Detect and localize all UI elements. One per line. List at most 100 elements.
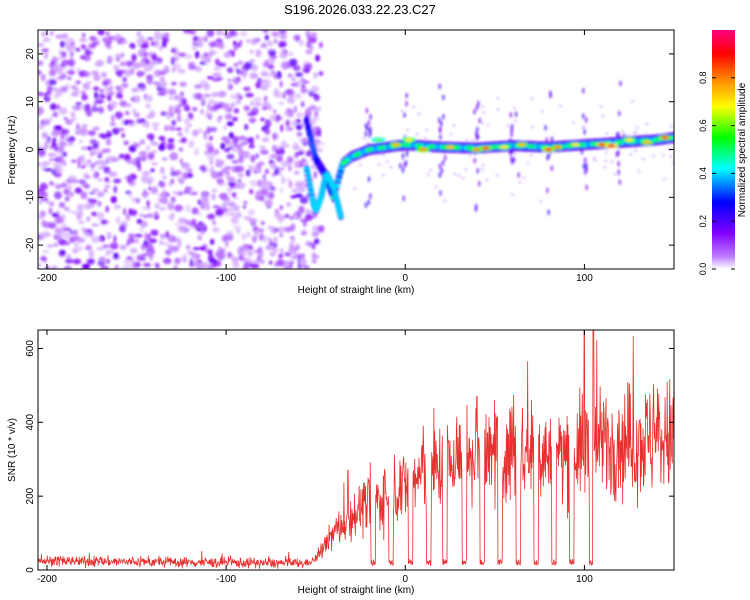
noise-blob: [259, 180, 268, 189]
noise-blob: [184, 220, 194, 226]
noise-blob: [261, 42, 267, 47]
noise-blob: [94, 99, 103, 104]
scatter-blob: [465, 139, 469, 142]
noise-blob: [124, 110, 130, 116]
noise-blob: [164, 249, 172, 256]
scatter-blob: [382, 173, 385, 177]
streak-blob: [438, 172, 442, 178]
noise-blob: [74, 242, 79, 247]
noise-blob: [56, 209, 61, 215]
colorbar-label: Normalized spectral amplitude: [737, 82, 748, 217]
streak-blob: [619, 80, 622, 87]
noise-blob: [171, 69, 176, 73]
noise-blob: [276, 155, 283, 163]
noise-blob: [86, 258, 95, 265]
noise-blob: [253, 169, 259, 174]
scatter-blob: [604, 159, 608, 163]
noise-blob: [56, 226, 64, 230]
scatter-blob: [380, 153, 384, 156]
noise-blob: [282, 91, 286, 99]
noise-blob: [178, 228, 188, 232]
noise-blob: [259, 149, 269, 155]
noise-blob: [59, 86, 68, 93]
noise-blob: [215, 209, 222, 216]
noise-blob: [224, 34, 232, 39]
noise-blob: [156, 57, 163, 64]
noise-blob: [174, 257, 181, 265]
hot-spot: [643, 140, 652, 144]
noise-blob: [311, 259, 317, 264]
noise-blob: [42, 250, 50, 253]
noise-blob: [61, 141, 66, 148]
noise-blob: [288, 180, 293, 189]
colorbar-gradient: [712, 30, 735, 269]
noise-blob: [203, 82, 210, 91]
noise-blob: [110, 196, 118, 204]
streak-blob: [364, 202, 368, 209]
noise-blob: [105, 139, 112, 146]
noise-blob: [221, 235, 228, 243]
noise-blob: [141, 175, 149, 184]
noise-blob: [141, 60, 146, 68]
hot-spot: [499, 145, 508, 149]
scatter-blob: [434, 185, 438, 188]
streak-blob: [442, 113, 445, 120]
streak-blob: [438, 163, 442, 170]
noise-blob: [171, 48, 176, 53]
noise-blob: [112, 37, 119, 42]
noise-blob: [53, 110, 57, 116]
streak-blob: [439, 190, 442, 196]
scatter-blob: [530, 97, 534, 101]
colorbar-ticks: 0.0 0.2 0.4 0.6 0.8: [698, 72, 735, 275]
noise-blob: [230, 102, 236, 108]
branch-core: [305, 176, 312, 180]
noise-blob: [175, 118, 183, 122]
noise-blob: [185, 204, 191, 213]
noise-blob: [263, 95, 268, 102]
noise-blob: [250, 263, 260, 269]
scatter-blob: [486, 124, 490, 127]
noise-blob: [206, 126, 211, 134]
noise-blob: [239, 182, 243, 186]
noise-blob: [102, 80, 109, 87]
noise-blob: [80, 55, 85, 60]
noise-blob: [276, 259, 285, 267]
noise-blob: [287, 164, 292, 172]
noise-blob: [251, 235, 257, 243]
noise-blob: [312, 252, 316, 257]
noise-blob: [230, 93, 235, 100]
noise-blob: [150, 141, 159, 146]
streak-blob: [514, 111, 518, 118]
noise-blob: [93, 172, 97, 180]
noise-blob: [177, 132, 183, 137]
noise-blob: [96, 191, 105, 198]
noise-blob: [39, 199, 43, 205]
noise-blob: [293, 160, 300, 169]
noise-blob: [187, 139, 195, 148]
streak-blob: [617, 160, 620, 167]
noise-blob: [226, 67, 234, 74]
noise-blob: [246, 231, 251, 238]
noise-blob: [54, 165, 60, 174]
noise-blob: [260, 117, 266, 122]
noise-blob: [50, 31, 54, 36]
streak-blob: [582, 87, 585, 94]
noise-blob: [69, 229, 75, 235]
noise-blob: [200, 228, 205, 235]
streak-blob: [582, 113, 585, 119]
noise-blob: [57, 229, 66, 237]
noise-blob: [198, 221, 203, 226]
scatter-blob: [620, 130, 624, 133]
noise-blob: [41, 219, 47, 227]
noise-blob: [201, 165, 207, 173]
noise-blob: [92, 143, 99, 149]
noise-blob: [292, 142, 299, 148]
noise-blob: [268, 50, 272, 56]
streak-blob: [617, 169, 620, 176]
noise-blob: [208, 50, 214, 57]
noise-blob: [294, 80, 300, 88]
noise-blob: [255, 49, 262, 58]
noise-blob: [58, 145, 65, 153]
streak-blob: [584, 117, 588, 123]
noise-blob: [119, 62, 126, 67]
